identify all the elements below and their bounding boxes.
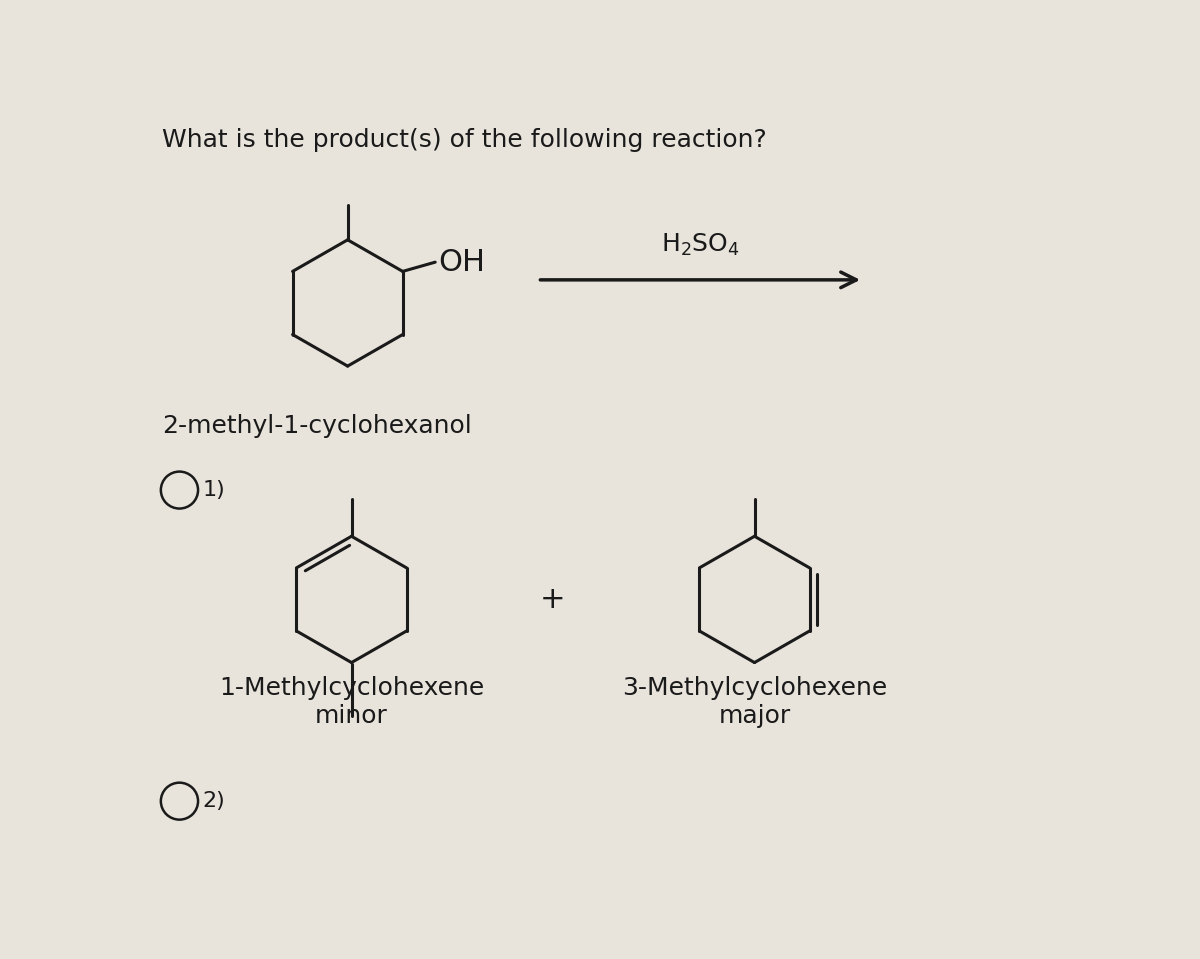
Text: minor: minor xyxy=(316,705,388,729)
Text: 1-Methylcyclohexene: 1-Methylcyclohexene xyxy=(218,676,484,700)
Text: major: major xyxy=(719,705,791,729)
Text: What is the product(s) of the following reaction?: What is the product(s) of the following … xyxy=(162,129,767,152)
Text: OH: OH xyxy=(438,247,485,276)
Text: H$_2$SO$_4$: H$_2$SO$_4$ xyxy=(661,232,739,258)
Text: 2): 2) xyxy=(203,791,226,811)
Text: 1): 1) xyxy=(203,480,226,500)
Text: 3-Methylcyclohexene: 3-Methylcyclohexene xyxy=(622,676,887,700)
Text: 2-methyl-1-cyclohexanol: 2-methyl-1-cyclohexanol xyxy=(162,414,472,438)
Text: +: + xyxy=(540,585,566,614)
